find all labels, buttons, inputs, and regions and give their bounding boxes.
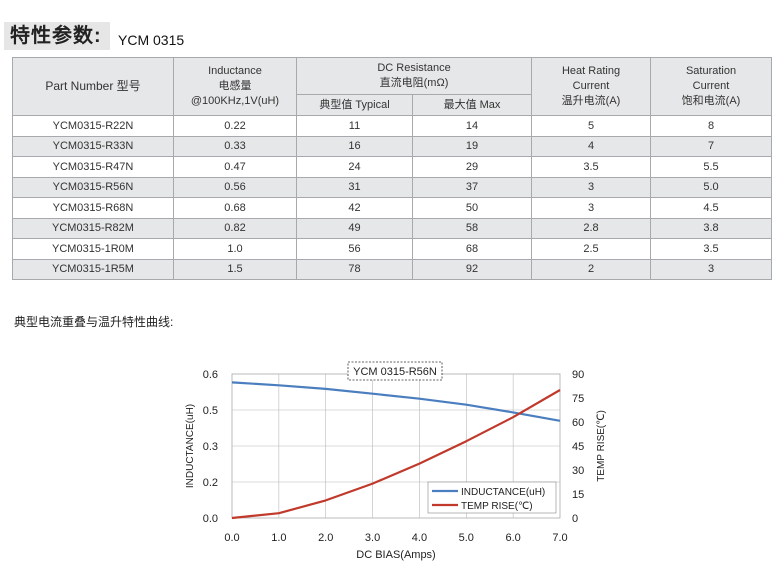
- cell-inductance: 0.56: [173, 176, 297, 198]
- header-dcr-typical: 典型值 Typical: [296, 94, 413, 116]
- chart-title: YCM 0315-R56N: [353, 366, 437, 378]
- y2-tick-label: 0: [572, 513, 578, 525]
- cell-heat-rating: 2: [531, 258, 652, 280]
- table-row: YCM0315-R33N 0.33 16 19 4 7: [12, 135, 773, 157]
- cell-dcr-typical: 78: [296, 258, 413, 280]
- header-dc-resistance: DC Resistance 直流电阻(mΩ): [295, 57, 533, 95]
- cell-dcr-max: 37: [411, 176, 533, 198]
- y-axis-title: INDUCTANCE(uH): [185, 404, 196, 488]
- table-row: YCM0315-R22N 0.22 11 14 5 8: [12, 115, 773, 137]
- legend-box: [427, 481, 557, 514]
- table-row: YCM0315-R47N 0.47 24 29 3.5 5.5: [12, 156, 773, 178]
- x-tick-label: 3.0: [365, 532, 380, 544]
- header-heat-line1: Heat Rating: [561, 65, 621, 77]
- model-label: YCM 0315: [118, 32, 185, 48]
- header: 特性参数: YCM 0315: [0, 22, 783, 52]
- y2-axis-title: TEMP RISE(℃): [596, 410, 607, 482]
- header-sat-line2: Current: [692, 80, 730, 92]
- cell-part-number: YCM0315-R82M: [12, 217, 174, 239]
- y2-tick-label: 75: [572, 393, 584, 405]
- x-tick-label: 1.0: [271, 532, 286, 544]
- cell-inductance: 1.5: [173, 258, 297, 280]
- chart-title-box: [347, 361, 443, 381]
- table-row: YCM0315-R68N 0.68 42 50 3 4.5: [12, 197, 773, 219]
- chart-caption: 典型电流重叠与温升特性曲线:: [14, 315, 174, 329]
- y2-tick-label: 60: [572, 417, 584, 429]
- y2-tick-label: 15: [572, 489, 584, 501]
- header-saturation: Saturation Current 饱和电流(A): [650, 57, 773, 116]
- temp-rise-line: [231, 389, 561, 520]
- header-heat-line3: 温升电流(A): [561, 95, 621, 107]
- cell-dcr-max: 19: [411, 135, 533, 157]
- x-tick-label: 0.0: [224, 532, 239, 544]
- cell-dcr-typical: 49: [296, 217, 413, 239]
- legend: INDUCTANCE(uH) TEMP RISE(℃): [427, 481, 557, 514]
- inductance-line: [231, 381, 561, 422]
- y-tick-label: 0.6: [203, 369, 218, 381]
- header-dcr-line2: 直流电阻(mΩ): [379, 77, 449, 89]
- header-sat-line1: Saturation: [685, 65, 737, 77]
- section-title: 特性参数:: [4, 22, 110, 50]
- y2-tick-label: 30: [572, 465, 584, 477]
- header-inductance-line2: 电感量: [218, 80, 252, 92]
- cell-dcr-typical: 16: [296, 135, 413, 157]
- header-dcr-line1: DC Resistance: [377, 62, 451, 74]
- x-tick-label: 5.0: [459, 532, 474, 544]
- table-body: YCM0315-R22N 0.22 11 14 5 8 YCM0315-R33N 0.33 16…: [12, 115, 773, 280]
- cell-heat-rating: 4: [531, 135, 652, 157]
- x-axis-title: DC BIAS(Amps): [356, 549, 435, 561]
- cell-part-number: YCM0315-R68N: [12, 197, 174, 219]
- cell-part-number: YCM0315-R56N: [12, 176, 174, 198]
- cell-part-number: YCM0315-1R5M: [12, 258, 174, 280]
- cell-part-number: YCM0315-R33N: [12, 135, 174, 157]
- x-tick-label: 6.0: [505, 532, 520, 544]
- x-tick-label: 2.0: [318, 532, 333, 544]
- header-dcr-max: 最大值 Max: [411, 94, 533, 116]
- cell-saturation: 3: [650, 258, 773, 280]
- header-inductance-line3: @100KHz,1V(uH): [190, 95, 280, 107]
- legend-label: INDUCTANCE(uH): [461, 487, 545, 498]
- header-part-number: Part Number 型号: [12, 57, 174, 116]
- cell-part-number: YCM0315-R47N: [12, 156, 174, 178]
- header-inductance: Inductance 电感量 @100KHz,1V(uH): [173, 57, 297, 116]
- y-tick-label: 0.2: [203, 477, 218, 489]
- cell-dcr-max: 92: [411, 258, 533, 280]
- table-row: YCM0315-1R5M 1.5 78 92 2 3: [12, 258, 773, 280]
- cell-part-number: YCM0315-R22N: [12, 115, 174, 137]
- y-tick-label: 0.0: [203, 513, 218, 525]
- spec-table: Part Number 型号 Inductance 电感量 @100KHz,1V…: [12, 57, 773, 280]
- table-row: YCM0315-R56N 0.56 31 37 3 5.0: [12, 176, 773, 198]
- x-tick-label: 7.0: [552, 532, 567, 544]
- y-tick-label: 0.3: [203, 441, 218, 453]
- header-sat-line3: 饱和电流(A): [681, 95, 741, 107]
- header-inductance-line1: Inductance: [208, 65, 262, 77]
- header-heat-rating: Heat Rating Current 温升电流(A): [531, 57, 652, 116]
- y2-tick-label: 45: [572, 441, 584, 453]
- legend-label: TEMP RISE(℃): [461, 501, 533, 512]
- x-tick-label: 4.0: [412, 532, 427, 544]
- cell-inductance: 0.82: [173, 217, 297, 239]
- y-tick-label: 0.5: [203, 405, 218, 417]
- header-heat-line2: Current: [572, 80, 610, 92]
- y2-tick-label: 90: [572, 369, 584, 381]
